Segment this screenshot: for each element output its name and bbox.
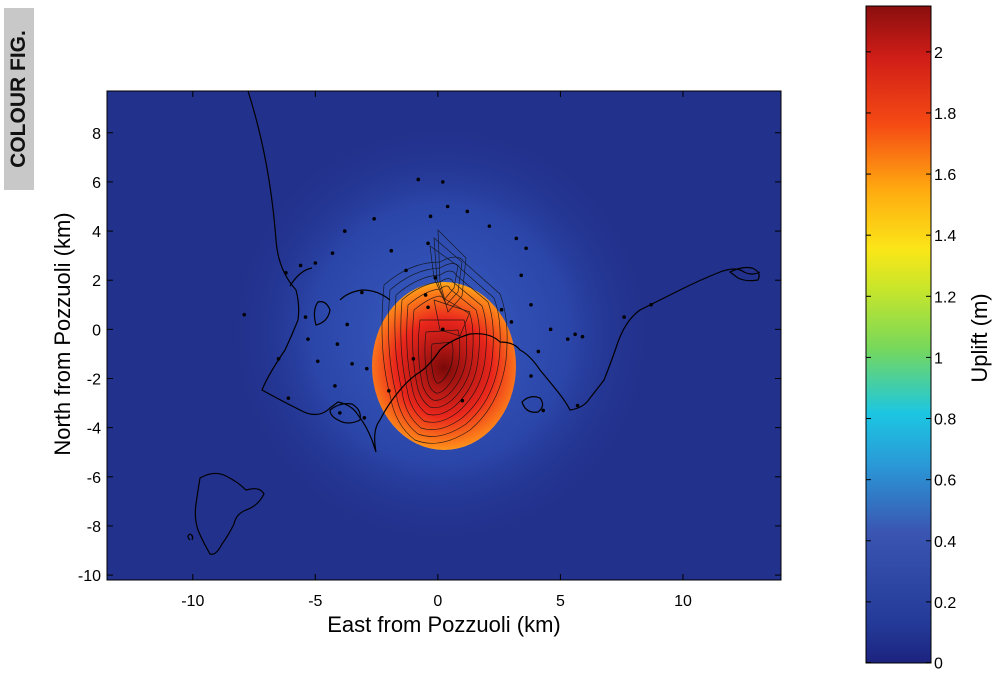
station-point xyxy=(298,263,303,268)
station-point xyxy=(387,388,391,393)
station-point xyxy=(333,384,337,388)
station-point xyxy=(276,357,281,361)
x-axis: -10 -5 0 5 10 xyxy=(181,91,692,610)
station-point xyxy=(426,241,430,246)
colorbar-tick-label: 1.2 xyxy=(934,289,956,306)
y-tick-label: 0 xyxy=(92,322,101,339)
station-point xyxy=(389,248,394,253)
station-point xyxy=(529,374,533,378)
station-point xyxy=(541,408,546,413)
station-point xyxy=(362,416,367,420)
y-tick-label: -2 xyxy=(87,372,101,389)
colorbar-tick-label: 0.2 xyxy=(934,595,956,612)
uplift-core xyxy=(372,282,516,450)
station-point xyxy=(423,293,428,297)
station-point xyxy=(364,366,369,371)
colorbar-scale xyxy=(865,5,932,664)
station-point xyxy=(565,337,570,341)
contour-lines xyxy=(381,229,508,444)
station-point xyxy=(426,305,430,310)
station-point xyxy=(465,209,470,214)
station-point xyxy=(286,396,291,400)
station-point xyxy=(575,403,580,408)
x-tick-label: -5 xyxy=(308,593,322,610)
station-point xyxy=(580,334,585,339)
station-point xyxy=(460,398,465,403)
y-axis: 8 6 4 2 0 -2 -4 -6 -8 -10 xyxy=(78,126,781,585)
colorbar-ticks: 0 0.2 0.4 0.6 0.8 1 1.2 1.4 1.6 1.8 2 xyxy=(866,45,956,673)
station-point xyxy=(622,315,626,319)
station-point xyxy=(416,177,421,182)
x-tick-label: 0 xyxy=(433,593,442,610)
colorbar-tick-label: 1.8 xyxy=(934,106,956,123)
colorbar: 0 0.2 0.4 0.6 0.8 1 1.2 1.4 1.6 1.8 2 Uplift (m) xyxy=(865,5,992,673)
x-axis-label: East from Pozzuoli (km) xyxy=(327,612,561,637)
station-point xyxy=(440,327,445,332)
station-point xyxy=(433,275,438,280)
station-point xyxy=(428,214,433,219)
y-tick-label: 4 xyxy=(92,224,101,241)
colorbar-tick-label: 1.4 xyxy=(934,228,956,245)
station-point xyxy=(573,332,577,337)
station-point xyxy=(338,411,342,415)
y-tick-label: 2 xyxy=(92,273,101,290)
station-point xyxy=(345,322,349,327)
colorbar-tick-label: 1 xyxy=(934,350,943,367)
station-point xyxy=(313,261,318,265)
gps-stations xyxy=(242,177,653,420)
station-point xyxy=(284,271,288,275)
station-point xyxy=(306,337,310,341)
station-point xyxy=(519,273,524,278)
station-point xyxy=(514,236,519,241)
colour-figure-badge: COLOUR FIG. xyxy=(4,8,34,190)
y-tick-label: 6 xyxy=(92,175,101,192)
colorbar-tick-label: 1.6 xyxy=(934,167,956,184)
y-axis-label: North from Pozzuoli (km) xyxy=(50,212,75,455)
y-tick-label: -10 xyxy=(78,568,101,585)
station-point xyxy=(524,246,528,251)
station-point xyxy=(499,307,504,312)
x-tick-label: 10 xyxy=(674,593,692,610)
colorbar-label: Uplift (m) xyxy=(967,293,992,382)
colorbar-tick-label: 0.6 xyxy=(934,473,956,490)
station-point xyxy=(242,312,247,317)
y-tick-label: -8 xyxy=(87,519,101,536)
colorbar-tick-label: 0 xyxy=(934,656,943,673)
station-point xyxy=(509,320,514,324)
plot-frame xyxy=(106,90,782,581)
station-point xyxy=(649,302,653,307)
station-point xyxy=(372,216,376,221)
station-point xyxy=(303,315,308,319)
station-point xyxy=(330,251,335,255)
station-point xyxy=(315,359,320,364)
colorbar-tick-label: 2 xyxy=(934,45,943,62)
station-point xyxy=(445,204,450,209)
station-point xyxy=(411,357,416,361)
station-point xyxy=(529,302,533,307)
x-tick-label: -10 xyxy=(181,593,204,610)
station-point xyxy=(342,229,347,233)
colorbar-tick-label: 0.4 xyxy=(934,534,956,551)
coastline xyxy=(187,91,761,555)
y-tick-label: 8 xyxy=(92,126,101,143)
station-point xyxy=(548,327,553,332)
y-tick-label: -4 xyxy=(87,421,101,438)
station-point xyxy=(360,290,364,295)
station-point xyxy=(536,349,541,354)
station-point xyxy=(335,342,340,346)
station-point xyxy=(404,268,408,273)
x-tick-label: 5 xyxy=(556,593,565,610)
y-tick-label: -6 xyxy=(87,470,101,487)
uplift-map xyxy=(107,91,781,580)
station-point xyxy=(487,224,492,228)
colorbar-tick-label: 0.8 xyxy=(934,412,956,429)
station-point xyxy=(350,361,354,366)
station-point xyxy=(440,180,445,184)
